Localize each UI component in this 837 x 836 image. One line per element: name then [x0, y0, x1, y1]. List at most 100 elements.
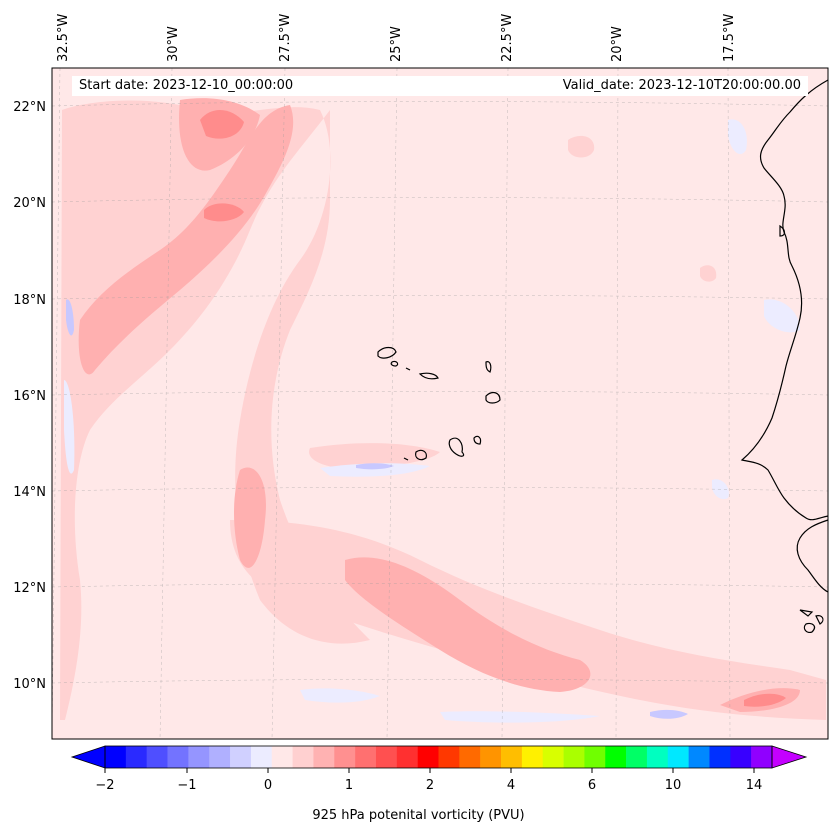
africa-coastline [740, 79, 829, 521]
lat-label: 22°N [13, 100, 46, 115]
colorbar-segment [125, 746, 147, 768]
colorbar-segment [438, 746, 460, 768]
lon-label: 27.5°W [278, 14, 293, 62]
parallel-line [51, 295, 829, 300]
colorbar-segment [396, 746, 418, 768]
meridian-line [727, 67, 731, 740]
lat-label: 18°N [13, 293, 46, 308]
colorbar-segment [501, 746, 523, 768]
pv-spot-light-ne2 [700, 265, 717, 282]
colorbar-segment [188, 746, 210, 768]
lon-label: 32.5°W [56, 14, 71, 62]
graticule [51, 67, 829, 740]
lon-label: 17.5°W [722, 14, 737, 62]
colorbar-label: 925 hPa potenital vorticity (PVU) [312, 808, 525, 823]
colorbar-segments [105, 746, 773, 768]
coastline [377, 79, 829, 633]
pv-weak-negative-coast [764, 299, 800, 333]
meridian-line [51, 67, 61, 740]
island-maio [473, 435, 482, 445]
colorbar-segment [105, 746, 127, 768]
colorbar-frame [104, 745, 773, 769]
colorbar-tick-label: −1 [177, 778, 196, 793]
island-fogo [415, 449, 427, 461]
colorbar-segment [688, 746, 710, 768]
longitude-labels: 32.5°W 30°W 27.5°W 25°W 22.5°W 20°W 17.5… [56, 14, 737, 62]
parallel-line [51, 679, 829, 684]
colorbar-segment [167, 746, 189, 768]
colorbar-segment [646, 746, 669, 768]
meridian-line [501, 67, 509, 740]
pv-band-medium-w [234, 467, 266, 568]
island-boa-vista [485, 391, 501, 404]
colorbar-tick-label: 14 [746, 778, 763, 793]
pv-core-strong-2 [204, 203, 244, 222]
pv-band-light-center [309, 443, 440, 468]
bijagos-islands [799, 609, 824, 633]
lon-label: 30°W [166, 26, 181, 62]
coast-detail [779, 224, 786, 237]
meridian-line [159, 67, 173, 740]
colorbar-segment [146, 746, 168, 768]
pv-weak-negative-s2 [440, 711, 600, 723]
colorbar-segment [563, 746, 585, 768]
colorbar-segment [584, 746, 606, 768]
colorbar-segment [709, 746, 731, 768]
pv-spot-light-ne1 [568, 135, 595, 158]
start-date-label: Start date: 2023-12-10_00:00:00 [79, 76, 294, 96]
colorbar-segment [521, 746, 544, 768]
island-brava [403, 457, 409, 461]
colorbar: −2 −1 0 1 2 4 6 10 14 [70, 745, 808, 793]
lat-label: 20°N [13, 196, 46, 211]
parallel-line [51, 101, 829, 107]
pv-negative-center [356, 463, 394, 470]
colorbar-segment [542, 746, 564, 768]
parallel-line [51, 487, 829, 492]
pv-weak-negative-ne [728, 119, 747, 155]
colorbar-segment [730, 746, 752, 768]
colorbar-segment [271, 746, 293, 768]
lat-label: 10°N [13, 677, 46, 692]
parallel-line [51, 391, 829, 396]
lat-label: 16°N [13, 389, 46, 404]
lat-label: 12°N [13, 581, 46, 596]
colorbar-segment [355, 746, 377, 768]
island-sao-vicente [390, 360, 399, 367]
colorbar-under-arrow [70, 745, 106, 769]
africa-coast-south [796, 519, 829, 593]
island-sao-nicolau [418, 372, 439, 380]
colorbar-segment [292, 746, 314, 768]
colorbar-segment [230, 746, 252, 768]
latitude-labels: 22°N 20°N 18°N 16°N 14°N 12°N 10°N [13, 100, 46, 692]
pv-weak-negative-sw [300, 688, 380, 703]
lat-label: 14°N [13, 485, 46, 500]
meridian-line [271, 67, 286, 740]
pv-negative-s [650, 709, 688, 719]
colorbar-tick-label: 4 [507, 778, 515, 793]
lon-label: 20°W [610, 26, 625, 62]
colorbar-segment [334, 746, 356, 768]
colorbar-tick-label: −2 [95, 778, 114, 793]
pv-band-medium-nw [78, 105, 294, 375]
pv-core-strong-3 [744, 693, 786, 707]
colorbar-tick-label: 0 [264, 778, 272, 793]
pv-weak-negative-west-strip [64, 380, 75, 474]
colorbar-segment [375, 746, 398, 768]
island-santo-antao [377, 346, 397, 359]
map-frame [51, 67, 829, 740]
colorbar-tick-label: 6 [588, 778, 596, 793]
colorbar-tick-label: 2 [426, 778, 434, 793]
colorbar-segment [667, 746, 689, 768]
colorbar-segment [480, 746, 502, 768]
pv-contours [60, 98, 826, 723]
colorbar-segment [459, 746, 481, 768]
colorbar-tick-label: 1 [345, 778, 353, 793]
colorbar-segment [626, 746, 648, 768]
colorbar-segment [417, 746, 439, 768]
pv-negative-west-strip [66, 299, 74, 336]
colorbar-ticks: −2 −1 0 1 2 4 6 10 14 [95, 768, 762, 793]
island-santa-luzia [405, 367, 411, 371]
pv-weak-negative-center [320, 463, 430, 477]
meridian-line [615, 67, 619, 740]
parallel-line [51, 197, 829, 203]
